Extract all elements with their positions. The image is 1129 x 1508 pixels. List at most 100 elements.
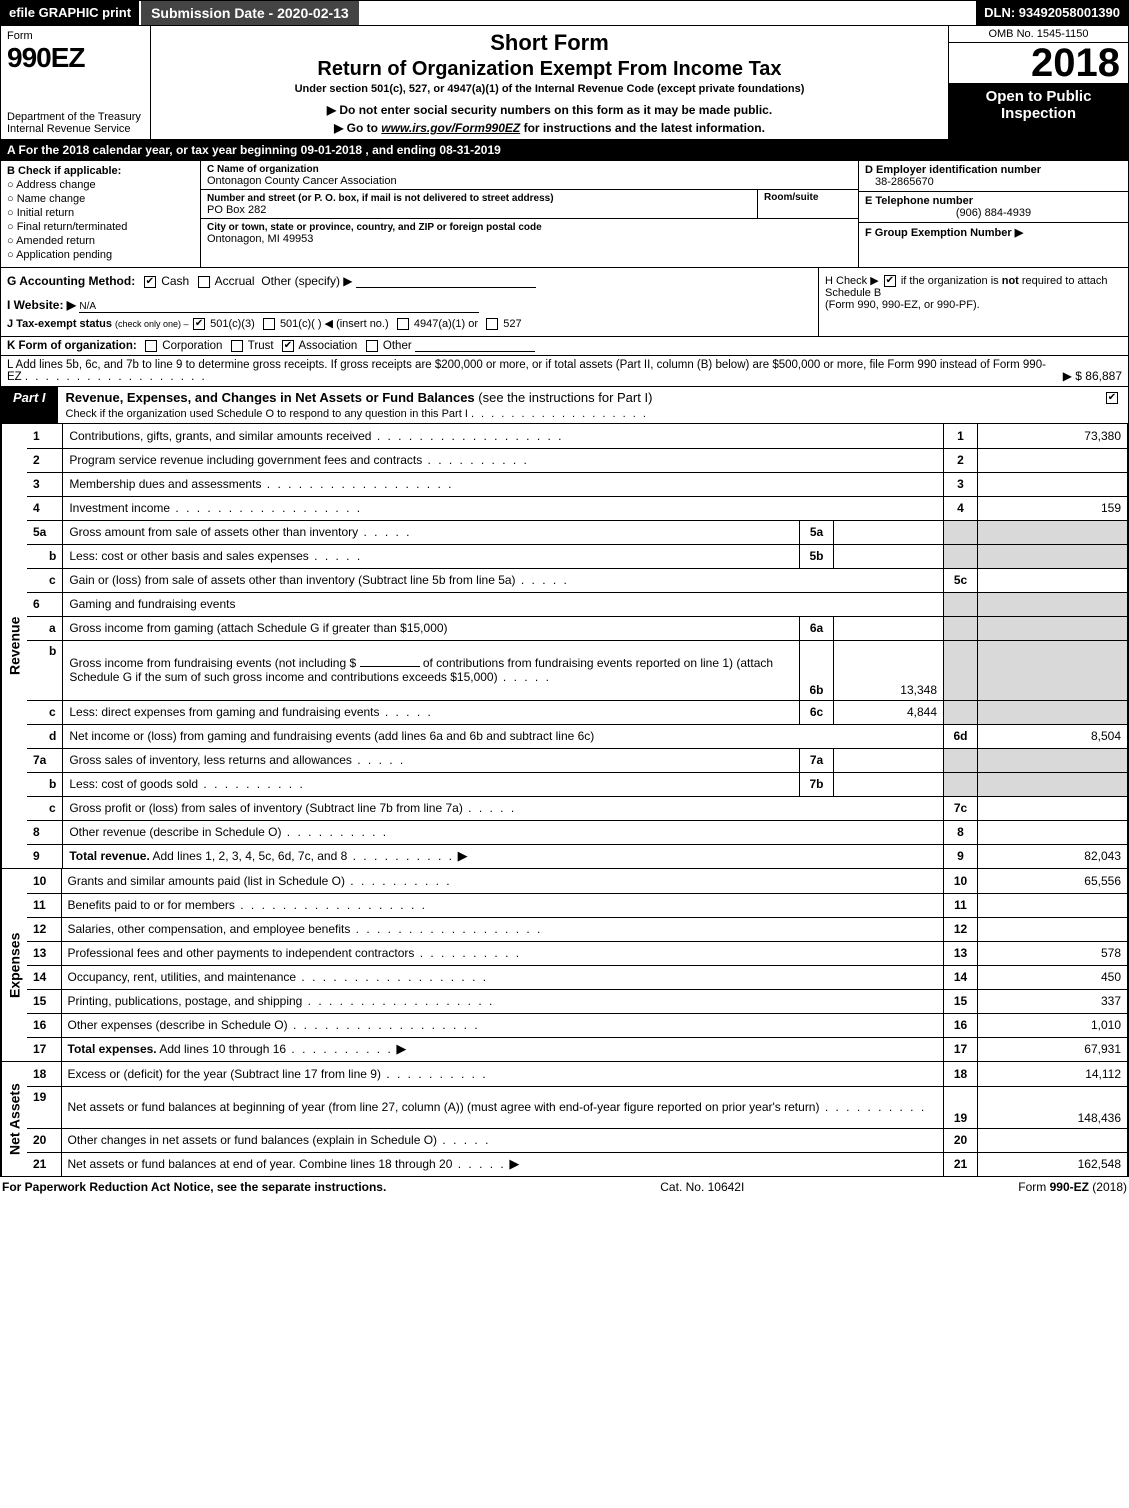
- l7c-desc: Gross profit or (loss) from sales of inv…: [63, 796, 944, 820]
- l11-num: 11: [27, 893, 61, 917]
- l7c-dots: [463, 801, 516, 815]
- h-not: not: [1002, 275, 1019, 287]
- l6c-desc: Less: direct expenses from gaming and fu…: [63, 700, 800, 724]
- l10-desc: Grants and similar amounts paid (list in…: [61, 869, 944, 893]
- l16-dots: [288, 1018, 480, 1032]
- chk-501c3[interactable]: ✔: [193, 318, 205, 330]
- l5c-val: [978, 568, 1128, 592]
- chk-address-change[interactable]: Address change: [7, 179, 194, 191]
- l7c-rnum: 7c: [944, 796, 978, 820]
- line-6d: d Net income or (loss) from gaming and f…: [27, 724, 1128, 748]
- l8-desc-text: Other revenue (describe in Schedule O): [69, 825, 281, 839]
- l1-desc: Contributions, gifts, grants, and simila…: [63, 424, 944, 448]
- l16-desc-text: Other expenses (describe in Schedule O): [68, 1018, 288, 1032]
- l19-num: 19: [27, 1086, 61, 1128]
- l3-rnum: 3: [944, 472, 978, 496]
- l15-desc: Printing, publications, postage, and shi…: [61, 989, 944, 1013]
- footer-form-ref: Form 990-EZ (2018): [1018, 1180, 1127, 1194]
- l6b-grey2: [978, 640, 1128, 700]
- header-right: OMB No. 1545-1150 2018 Open to Public In…: [948, 26, 1128, 139]
- chk-name-change[interactable]: Name change: [7, 193, 194, 205]
- group-exemption-label: F Group Exemption Number ▶: [865, 227, 1023, 239]
- part-1-check-dots: [471, 408, 648, 420]
- chk-trust[interactable]: [231, 340, 243, 352]
- l9-desc-bold: Total revenue.: [69, 849, 149, 863]
- tax-exempt-small: (check only one) –: [115, 319, 191, 329]
- l20-desc-text: Other changes in net assets or fund bala…: [68, 1133, 438, 1147]
- l9-desc: Total revenue. Add lines 1, 2, 3, 4, 5c,…: [63, 844, 944, 868]
- l5a-grey1: [944, 520, 978, 544]
- chk-4947[interactable]: [397, 318, 409, 330]
- l11-rnum: 11: [944, 893, 978, 917]
- irs-link[interactable]: www.irs.gov/Form990EZ: [381, 121, 520, 135]
- chk-final-return[interactable]: Final return/terminated: [7, 221, 194, 233]
- l13-num: 13: [27, 941, 61, 965]
- l4-val: 159: [978, 496, 1128, 520]
- period-text-a: A For the 2018 calendar year, or tax yea…: [7, 143, 301, 157]
- l2-val: [978, 448, 1128, 472]
- l17-desc-text2: Add lines 10 through 16: [157, 1042, 286, 1056]
- l11-dots: [235, 898, 427, 912]
- opt-527: 527: [503, 318, 521, 330]
- chk-schedule-o-part1[interactable]: ✔: [1106, 392, 1118, 404]
- l6b-dots: [498, 670, 551, 684]
- l12-val: [978, 917, 1128, 941]
- line-15: 15 Printing, publications, postage, and …: [27, 989, 1128, 1013]
- footer-form-num: 990-EZ: [1050, 1180, 1089, 1194]
- l19-dots: [819, 1100, 926, 1114]
- other-specify-line[interactable]: [356, 276, 536, 288]
- chk-amended-return[interactable]: Amended return: [7, 235, 194, 247]
- l21-arrow-icon: [506, 1157, 520, 1171]
- instr2-pre: ▶ Go to: [334, 121, 381, 135]
- l5c-desc: Gain or (loss) from sale of assets other…: [63, 568, 944, 592]
- instruction-1: ▶ Do not enter social security numbers o…: [161, 103, 938, 117]
- chk-schedule-b[interactable]: ✔: [884, 275, 896, 287]
- line-7a: 7a Gross sales of inventory, less return…: [27, 748, 1128, 772]
- chk-association[interactable]: ✔: [282, 340, 294, 352]
- box-e: E Telephone number (906) 884-4939: [859, 192, 1128, 223]
- address-row: Number and street (or P. O. box, if mail…: [201, 190, 858, 219]
- line-12: 12 Salaries, other compensation, and emp…: [27, 917, 1128, 941]
- l15-rnum: 15: [944, 989, 978, 1013]
- h-text1: H Check ▶: [825, 275, 879, 287]
- l2-num: 2: [27, 448, 63, 472]
- l9-val: 82,043: [978, 844, 1128, 868]
- opt-association: Association: [299, 340, 358, 352]
- chk-527[interactable]: [486, 318, 498, 330]
- cash-label: Cash: [161, 274, 189, 288]
- line-10: 10 Grants and similar amounts paid (list…: [27, 869, 1128, 893]
- line-19: 19 Net assets or fund balances at beginn…: [27, 1086, 1128, 1128]
- footer-paperwork: For Paperwork Reduction Act Notice, see …: [2, 1180, 386, 1194]
- chk-501c[interactable]: [263, 318, 275, 330]
- header-mid: Short Form Return of Organization Exempt…: [151, 26, 948, 139]
- chk-initial-return[interactable]: Initial return: [7, 207, 194, 219]
- l17-desc: Total expenses. Add lines 10 through 16: [61, 1037, 944, 1061]
- l8-val: [978, 820, 1128, 844]
- l2-desc: Program service revenue including govern…: [63, 448, 944, 472]
- l3-desc: Membership dues and assessments: [63, 472, 944, 496]
- chk-corporation[interactable]: [145, 340, 157, 352]
- org-name-row: C Name of organization Ontonagon County …: [201, 161, 858, 190]
- l7b-mini-val: [834, 772, 944, 796]
- efile-print-label[interactable]: efile GRAPHIC print: [1, 1, 139, 25]
- chk-cash[interactable]: ✔: [144, 276, 156, 288]
- l13-dots: [414, 946, 521, 960]
- l7a-mini-lbl: 7a: [800, 748, 834, 772]
- l3-desc-text: Membership dues and assessments: [69, 477, 261, 491]
- l6a-mini-lbl: 6a: [800, 616, 834, 640]
- l6b-blank[interactable]: [360, 666, 420, 667]
- line-4: 4 Investment income 4 159: [27, 496, 1128, 520]
- opt-4947: 4947(a)(1) or: [414, 318, 478, 330]
- chk-accrual[interactable]: [198, 276, 210, 288]
- box-c: C Name of organization Ontonagon County …: [201, 161, 858, 267]
- l15-dots: [302, 994, 494, 1008]
- chk-other-org[interactable]: [366, 340, 378, 352]
- chk-application-pending[interactable]: Application pending: [7, 249, 194, 261]
- l6d-num: d: [27, 724, 63, 748]
- other-org-line[interactable]: [415, 340, 535, 352]
- l6-grey2: [978, 592, 1128, 616]
- line-7c: c Gross profit or (loss) from sales of i…: [27, 796, 1128, 820]
- section-g-h: G Accounting Method: ✔ Cash Accrual Othe…: [0, 268, 1129, 337]
- l5c-desc-text: Gain or (loss) from sale of assets other…: [69, 573, 515, 587]
- dept-treasury: Department of the Treasury: [7, 111, 141, 123]
